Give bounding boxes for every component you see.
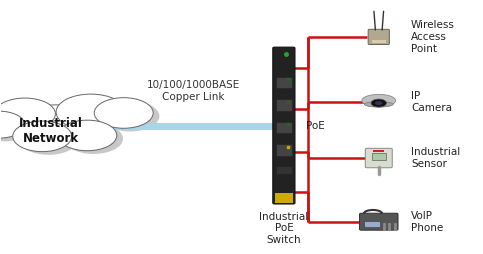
Ellipse shape — [365, 102, 393, 107]
Text: Wireless
Access
Point: Wireless Access Point — [411, 20, 455, 54]
FancyBboxPatch shape — [368, 29, 389, 44]
Circle shape — [16, 105, 96, 146]
Circle shape — [56, 94, 126, 130]
Ellipse shape — [362, 94, 396, 107]
Text: IP
Camera: IP Camera — [411, 91, 452, 113]
FancyBboxPatch shape — [273, 47, 295, 204]
Circle shape — [19, 124, 78, 155]
Text: Industrial
Network: Industrial Network — [19, 117, 83, 145]
FancyBboxPatch shape — [365, 148, 392, 168]
FancyBboxPatch shape — [371, 40, 386, 42]
FancyBboxPatch shape — [364, 221, 380, 227]
FancyBboxPatch shape — [359, 213, 398, 230]
Circle shape — [375, 101, 383, 105]
Circle shape — [371, 99, 386, 107]
Text: Industrial
PoE
Switch: Industrial PoE Switch — [259, 212, 309, 245]
Circle shape — [0, 98, 56, 130]
Text: VoIP
Phone: VoIP Phone — [411, 211, 443, 232]
Circle shape — [0, 111, 25, 138]
Circle shape — [94, 98, 153, 128]
Text: Industrial
Sensor: Industrial Sensor — [411, 147, 460, 169]
Circle shape — [58, 120, 117, 151]
FancyBboxPatch shape — [276, 77, 292, 88]
Circle shape — [0, 101, 62, 133]
FancyBboxPatch shape — [276, 166, 292, 174]
Circle shape — [0, 114, 31, 141]
FancyBboxPatch shape — [276, 144, 292, 155]
Circle shape — [13, 121, 71, 152]
Circle shape — [62, 97, 132, 133]
FancyBboxPatch shape — [372, 153, 385, 160]
Circle shape — [22, 108, 102, 149]
Text: PoE: PoE — [306, 121, 325, 131]
Circle shape — [64, 123, 123, 154]
FancyBboxPatch shape — [275, 193, 293, 203]
FancyBboxPatch shape — [373, 150, 384, 152]
Circle shape — [100, 101, 159, 132]
Text: 10/100/1000BASE
Copper Link: 10/100/1000BASE Copper Link — [147, 80, 240, 102]
FancyBboxPatch shape — [276, 99, 292, 110]
FancyBboxPatch shape — [276, 122, 292, 133]
